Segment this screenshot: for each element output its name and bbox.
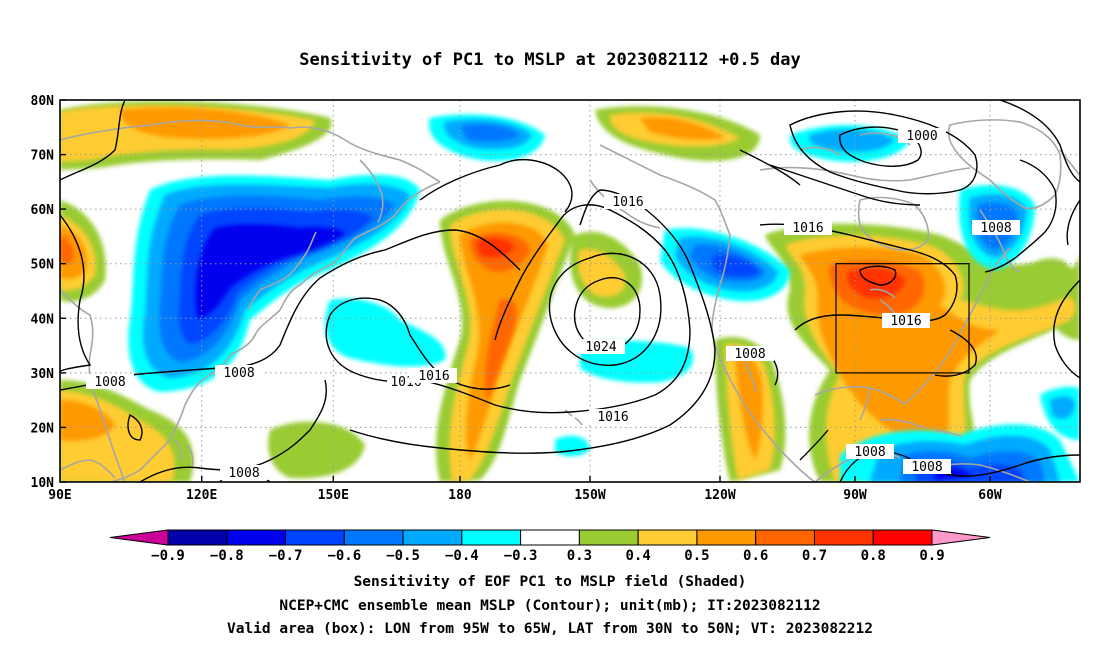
colorbar-label: −0.5: [386, 548, 420, 564]
caption-line-2: NCEP+CMC ensemble mean MSLP (Contour); u…: [279, 598, 821, 614]
colorbar-label: −0.6: [327, 548, 361, 564]
lat-label: 20N: [31, 421, 55, 436]
svg-text:1008: 1008: [94, 375, 125, 390]
colorbar-swatch: [226, 529, 287, 546]
contour-label: 1008: [972, 220, 1020, 236]
lat-label: 40N: [31, 312, 55, 327]
lon-label: 150E: [318, 488, 349, 503]
colorbar-label: 0.7: [802, 548, 827, 564]
shaded-sensitivity-field: [60, 101, 1080, 482]
lat-label: 80N: [31, 94, 55, 109]
colorbar-swatch: [872, 529, 933, 546]
contour-label: 1016: [409, 368, 457, 384]
colorbar-swatch: [520, 529, 580, 546]
colorbar-swatch: [578, 529, 639, 546]
colorbar-label: −0.3: [504, 548, 538, 564]
colorbar-swatch: [696, 529, 757, 546]
colorbar-label: −0.7: [269, 548, 303, 564]
caption-line-1: Sensitivity of EOF PC1 to MSLP field (Sh…: [353, 574, 747, 590]
svg-text:1016: 1016: [418, 369, 449, 384]
contour-label: 1016: [882, 313, 930, 329]
lon-label: 90E: [48, 488, 71, 503]
lon-label: 120W: [704, 488, 735, 503]
valid-area-box: [835, 263, 970, 374]
lat-label: 50N: [31, 258, 55, 273]
contour-label: 1016: [784, 220, 832, 236]
svg-text:1016: 1016: [792, 221, 823, 236]
svg-text:1008: 1008: [228, 466, 259, 481]
svg-text:1016: 1016: [597, 410, 628, 425]
colorbar-label: −0.8: [210, 548, 244, 564]
svg-text:1000: 1000: [906, 129, 937, 144]
colorbar-left-arrow: [109, 529, 169, 546]
colorbar-label: 0.6: [743, 548, 768, 564]
colorbar-swatch: [813, 529, 874, 546]
latitude-labels: 80N 70N 60N 50N 40N 30N 20N 10N: [31, 94, 55, 491]
svg-text:1008: 1008: [911, 460, 942, 475]
lat-label: 30N: [31, 367, 55, 382]
colorbar-label: 0.4: [626, 548, 651, 564]
colorbar-swatch: [285, 529, 345, 546]
lat-label: 10N: [31, 476, 55, 491]
svg-text:1008: 1008: [854, 445, 885, 460]
longitude-labels: 90E 120E 150E 180 150W 120W 90W 60W: [48, 488, 1002, 503]
colorbar: −0.9 −0.8 −0.7 −0.6 −0.5 −0.4 −0.3 0.3 0.4 0.5 0.6…: [109, 529, 991, 564]
lon-label: 120E: [186, 488, 217, 503]
contour-label: 1008: [846, 444, 894, 460]
lat-label: 70N: [31, 149, 55, 164]
colorbar-label: −0.9: [151, 548, 185, 564]
contour-label: 1000: [898, 128, 946, 144]
contour-label: 1016: [589, 409, 637, 425]
map-border: [59, 99, 1081, 483]
contour-label: 1008: [726, 346, 774, 362]
axis-ticks: [60, 99, 991, 483]
contour-label: 1008: [220, 465, 268, 481]
contour-label: 1024: [577, 339, 625, 355]
lon-label: 180: [448, 488, 472, 503]
lat-label: 60N: [31, 203, 55, 218]
caption-line-3: Valid area (box): LON from 95W to 65W, L…: [226, 621, 873, 637]
colorbar-right-arrow: [931, 529, 991, 546]
contour-label: 1016: [604, 194, 652, 210]
contour-label: 1008: [86, 374, 134, 390]
coastlines: [60, 119, 1080, 482]
svg-text:1024: 1024: [585, 340, 616, 355]
svg-text:1016: 1016: [890, 314, 921, 329]
svg-text:1008: 1008: [734, 347, 765, 362]
svg-text:1008: 1008: [223, 366, 254, 381]
colorbar-label: 0.8: [861, 548, 886, 564]
colorbar-swatch: [167, 529, 228, 546]
contour-label: 1008: [903, 459, 951, 475]
colorbar-label: 0.9: [919, 548, 944, 564]
colorbar-swatch: [343, 529, 404, 546]
plot-title: Sensitivity of PC1 to MSLP at 2023082112…: [299, 50, 801, 70]
colorbar-swatch: [637, 529, 698, 546]
colorbar-label: 0.3: [567, 548, 592, 564]
lon-label: 150W: [574, 488, 605, 503]
contour-label: 1008: [215, 365, 263, 381]
colorbar-swatch: [461, 529, 522, 546]
colorbar-label: −0.4: [445, 548, 479, 564]
lon-label: 60W: [978, 488, 1002, 503]
contour-label-group: 1000 1008 1016 1016 1024 1016 1016 1016 …: [86, 128, 1020, 481]
svg-text:1008: 1008: [980, 221, 1011, 236]
colorbar-labels: −0.9 −0.8 −0.7 −0.6 −0.5 −0.4 −0.3 0.3 0.4 0.5 0.6…: [151, 548, 945, 564]
colorbar-swatch: [755, 529, 815, 546]
colorbar-swatch: [402, 529, 463, 546]
colorbar-swatches: [109, 529, 991, 546]
lon-label: 90W: [843, 488, 867, 503]
colorbar-label: 0.5: [684, 548, 709, 564]
svg-text:1016: 1016: [612, 195, 643, 210]
